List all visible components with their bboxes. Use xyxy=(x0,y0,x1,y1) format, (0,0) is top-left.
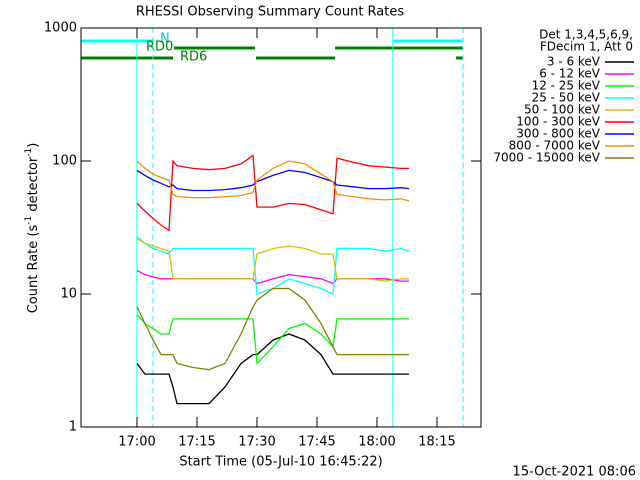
series-line xyxy=(136,287,409,371)
y-label-part: -1 xyxy=(24,148,34,157)
x-tick-label: 17:30 xyxy=(238,435,275,450)
x-tick-label: 17:15 xyxy=(178,435,215,450)
x-tick-label: 18:15 xyxy=(418,435,455,450)
legend-label: 25 - 50 keV xyxy=(532,91,601,105)
legend-label: 6 - 12 keV xyxy=(539,67,601,81)
y-tick-label: 1000 xyxy=(44,21,77,36)
series-line xyxy=(136,236,410,295)
y-label-part: detector xyxy=(26,156,41,216)
legend-header: Det 1,3,4,5,6,9, xyxy=(539,28,633,42)
flag-label: N xyxy=(160,32,170,47)
y-tick-label: 1 xyxy=(69,420,77,435)
y-axis-label: Count Rate (s-1 detector-1) xyxy=(24,143,41,314)
legend-label: 3 - 6 keV xyxy=(547,55,601,69)
legend-label: 7000 - 15000 keV xyxy=(493,151,600,165)
x-axis-label: Start Time (05-Jul-10 16:45:22) xyxy=(179,455,382,470)
series-line xyxy=(136,333,409,405)
legend-header: FDecim 1, Att 0 xyxy=(540,40,633,54)
legend-label: 800 - 7000 keV xyxy=(509,139,601,153)
flags: N RD0 RD6 xyxy=(81,28,464,427)
y-tick-label: 100 xyxy=(52,154,77,169)
legend-label: 100 - 300 keV xyxy=(516,115,600,129)
legend-label: 12 - 25 keV xyxy=(532,79,601,93)
x-tick-label: 17:00 xyxy=(118,435,155,450)
y-tick-label: 10 xyxy=(60,287,77,302)
y-label-part: -1 xyxy=(24,216,34,225)
footer: 15-Oct-2021 08:06 xyxy=(513,465,636,480)
flag-label: RD6 xyxy=(180,50,207,65)
chart-title: RHESSI Observing Summary Count Rates xyxy=(136,5,405,20)
series-line xyxy=(136,160,410,202)
y-label-part: Count Rate (s xyxy=(26,225,41,314)
x-tick-label: 17:45 xyxy=(298,435,335,450)
series-line xyxy=(136,169,410,192)
x-tick-label: 18:00 xyxy=(358,435,395,450)
legend-label: 300 - 800 keV xyxy=(516,127,600,141)
series-line xyxy=(136,238,409,282)
plot-frame xyxy=(80,27,482,428)
series-line xyxy=(136,314,409,365)
y-label-part: ) xyxy=(26,143,41,148)
flag-label: RD0 xyxy=(146,40,173,55)
legend-label: 50 - 100 keV xyxy=(524,103,601,117)
series-line xyxy=(136,154,409,232)
